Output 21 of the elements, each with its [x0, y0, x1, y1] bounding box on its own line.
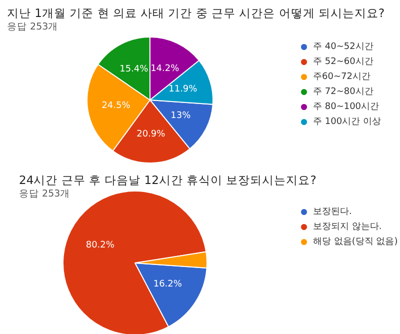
chart-title: 지난 1개월 기준 현 의료 사태 기간 중 근무 시간은 어떻게 되시는지요?	[7, 6, 385, 20]
data-label: 16.2%	[153, 279, 182, 290]
chart-subtitle: 응답 253개	[19, 188, 70, 200]
data-label: 13%	[170, 110, 192, 121]
legend-label: 주60~72시간	[313, 72, 370, 82]
legend-label: 해당 없음(당직 없음)	[313, 237, 398, 247]
legend-label: 보장된다.	[313, 207, 352, 217]
data-label: 24.5%	[102, 100, 131, 111]
data-label: 80.2%	[86, 240, 115, 250]
data-label: 14.2%	[150, 64, 180, 74]
data-label: 11.9%	[168, 84, 198, 95]
legend-label: 주 80~100시간	[313, 102, 380, 112]
legend-label: 주 40~52시간	[313, 42, 374, 52]
chart-title: 24시간 근무 후 다음날 12시간 휴식이 보장되시는지요?	[19, 173, 316, 187]
legend-label: 주 52~60시간	[313, 57, 374, 67]
legend-label: 보장되지 않는다.	[313, 222, 382, 232]
legend-label: 주 72~80시간	[313, 87, 374, 97]
legend-label: 주 100시간 이상	[313, 117, 381, 127]
data-label: 15.4%	[120, 64, 149, 74]
data-label: 20.9%	[136, 129, 166, 140]
chart-subtitle: 응답 253개	[7, 22, 58, 32]
